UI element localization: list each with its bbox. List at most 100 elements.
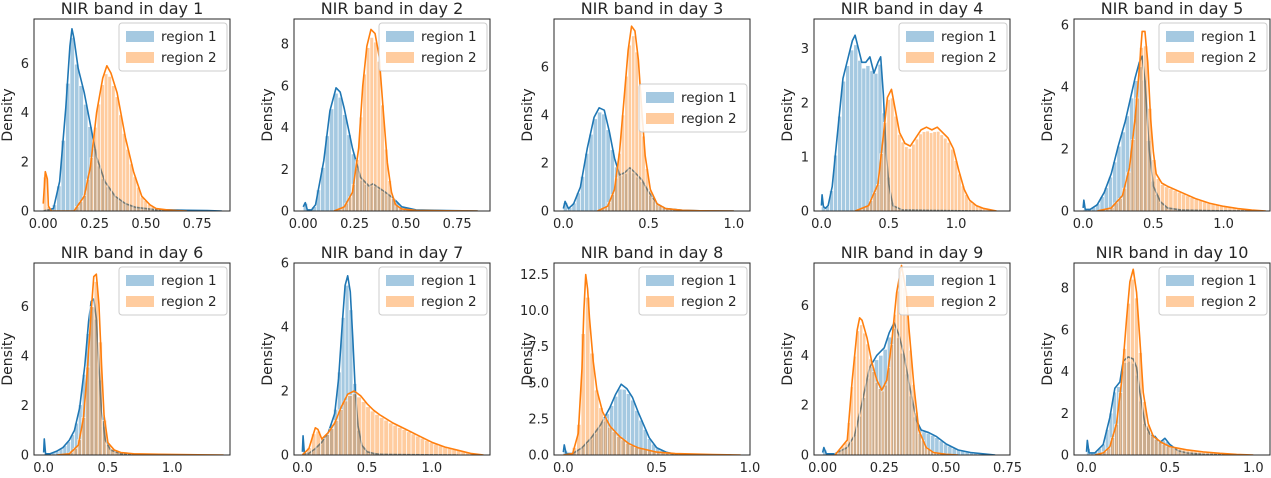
histogram-bar: [388, 422, 394, 455]
histogram-bar: [857, 60, 863, 211]
y-tick-label: 0: [21, 449, 29, 464]
legend-swatch: [646, 92, 674, 103]
legend-label: region 2: [1201, 294, 1257, 310]
y-axis-label: Density: [1040, 332, 1056, 385]
x-tick-label: 1.0: [1213, 217, 1234, 232]
histogram-bar: [624, 75, 629, 211]
legend-box: [118, 266, 228, 316]
histogram-bar: [597, 111, 603, 211]
histogram-bar: [369, 37, 374, 211]
y-tick-label: 6: [541, 61, 549, 76]
x-tick-label: 0.25: [340, 217, 369, 232]
legend-label: region 1: [421, 29, 477, 45]
legend-swatch: [906, 296, 934, 307]
histogram-bars-series-2: [42, 73, 188, 211]
histogram-bar: [74, 63, 80, 211]
subplot-3: 0.0 0.5 1.0 0 2 4 6 NIR band in day 3 Density reg…: [520, 0, 751, 232]
histogram-bar: [362, 73, 367, 211]
histogram-bar: [1181, 193, 1186, 211]
plot-area: [42, 273, 224, 455]
y-tick-label: 4: [21, 106, 29, 121]
histogram-bar: [925, 130, 930, 211]
legend-label: region 2: [161, 50, 217, 66]
x-tick-label: 0.5: [357, 461, 378, 476]
subplot-title: NIR band in day 6: [61, 243, 204, 262]
y-tick-label: 2: [21, 155, 29, 170]
x-tick-label: 0.5: [1143, 217, 1164, 232]
axes-frame: [1073, 18, 1271, 212]
plot-area: [1082, 30, 1267, 211]
histogram-bar: [1210, 204, 1216, 211]
histogram-bar: [890, 343, 894, 455]
histogram-bar: [631, 35, 636, 211]
subplot-4: 0.0 0.5 1.0 0 1 2 3 NIR band in day 4 Density reg…: [780, 0, 1011, 232]
subplot-title: NIR band in day 9: [841, 243, 984, 262]
legend-box: [1158, 266, 1268, 316]
histogram-bar: [845, 65, 850, 211]
histogram-bar: [629, 445, 635, 455]
histogram-bar: [373, 41, 378, 211]
histogram-bar: [107, 76, 112, 211]
histogram-bar: [1126, 303, 1131, 455]
histogram-bar: [114, 96, 119, 211]
y-tick-label: 4: [801, 349, 809, 364]
y-tick-label: 6: [801, 299, 809, 314]
histogram-bar: [374, 414, 380, 455]
legend: region 1 region 2: [638, 83, 748, 133]
histogram-bar: [96, 103, 102, 211]
histogram-bar: [1172, 190, 1178, 211]
histogram-bar: [877, 388, 882, 455]
y-tick-label: 4: [541, 109, 549, 124]
histogram-bar: [1164, 186, 1170, 211]
histogram-bar: [132, 176, 137, 211]
y-tick-label: 8: [1061, 282, 1069, 297]
kde-line-region-2: [834, 264, 959, 455]
x-tick-label: 0.0: [553, 217, 574, 232]
x-tick-label: 0.0: [1076, 461, 1097, 476]
legend-label: region 1: [681, 273, 737, 289]
histogram-bar: [111, 85, 116, 211]
legend-swatch: [386, 296, 414, 307]
legend-label: region 2: [941, 50, 997, 66]
histogram-bar: [1150, 434, 1155, 455]
x-tick-label: 1.0: [740, 461, 761, 476]
y-tick-label: 2: [1061, 407, 1069, 422]
plot-area: [821, 264, 996, 455]
histogram-bar: [896, 290, 900, 455]
histogram-bar: [437, 445, 444, 455]
histogram-bar: [627, 44, 632, 211]
histogram-bar: [447, 448, 453, 455]
histogram-bar: [320, 438, 326, 455]
histogram-bar: [392, 425, 398, 455]
axes-frame: [1073, 262, 1271, 456]
legend-label: region 1: [1201, 29, 1257, 45]
histogram-bar: [638, 448, 644, 455]
histogram-bar: [333, 92, 339, 211]
subplot-5: 0.0 0.5 1.0 0 2 4 6 NIR band in day 5 Density reg…: [1040, 0, 1271, 232]
histogram-bar: [1169, 447, 1175, 455]
histogram-bar: [611, 431, 617, 455]
x-tick-label: 0.25: [80, 217, 109, 232]
kde-line-region-2: [301, 390, 484, 455]
histogram-bar: [1198, 200, 1203, 211]
y-axis-label: Density: [520, 88, 536, 141]
x-tick-label: 0.75: [443, 217, 472, 232]
histogram-bar: [1202, 201, 1208, 211]
y-tick-label: 10.0: [520, 304, 549, 319]
histogram-bar: [859, 324, 863, 455]
subplot-8: 0.0 0.5 1.0 0.0 2.5 5.0 7.5 10.0 12.5 NIR band in…: [520, 243, 760, 476]
x-tick-label: 0.0: [811, 217, 832, 232]
legend-label: region 1: [941, 29, 997, 45]
y-tick-label: 6: [21, 57, 29, 72]
histogram-bar: [379, 417, 385, 455]
kde-line-region-2: [1094, 268, 1254, 455]
histogram-bar: [950, 148, 955, 211]
y-tick-label: 6: [281, 257, 289, 272]
histogram-bar: [1177, 448, 1183, 455]
histogram-bar: [406, 431, 412, 455]
subplot-2: 0.00 0.25 0.50 0.75 0 2 4 6 8 NIR band in day 2 De…: [260, 0, 491, 232]
subplot-title: NIR band in day 7: [321, 243, 464, 262]
legend-box: [118, 22, 228, 72]
histogram-bars-series-2: [302, 393, 484, 455]
